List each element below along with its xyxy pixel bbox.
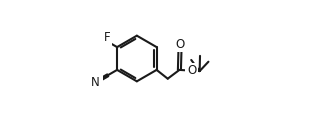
- Text: F: F: [104, 31, 111, 44]
- Text: N: N: [91, 76, 100, 89]
- Text: O: O: [187, 64, 196, 77]
- Text: O: O: [175, 38, 185, 51]
